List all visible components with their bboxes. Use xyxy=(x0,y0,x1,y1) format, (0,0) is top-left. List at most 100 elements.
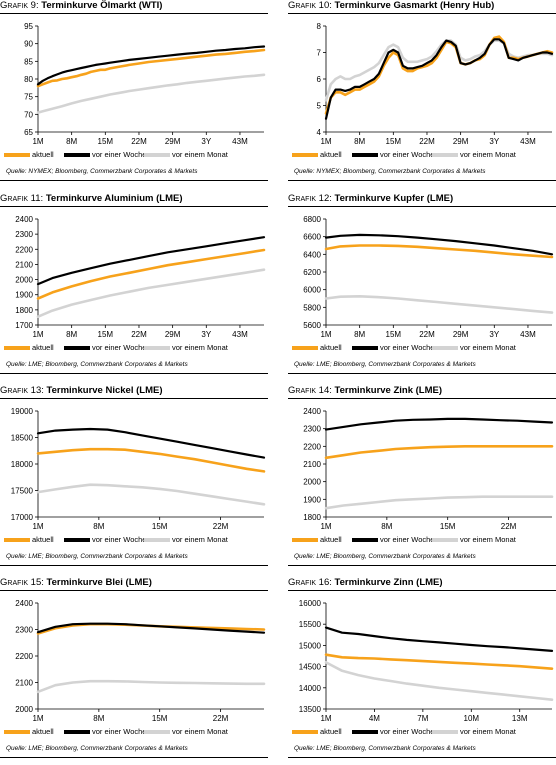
series-line-aktuell xyxy=(324,653,554,670)
y-tick-label: 15000 xyxy=(299,641,322,650)
chart-panel-5: Grafik 13: Terminkurve Nickel (LME) 17000… xyxy=(0,385,268,570)
y-tick-label: 6800 xyxy=(303,215,321,224)
x-tick-label: 15M xyxy=(98,330,114,339)
figure-name: Terminkurve Blei (LME) xyxy=(46,577,152,588)
y-tick-label: 70 xyxy=(24,110,33,119)
legend-label: vor einer Woche xyxy=(380,535,435,544)
y-tick-label: 80 xyxy=(24,75,33,84)
x-tick-label: 13M xyxy=(512,714,528,723)
y-tick-label: 95 xyxy=(24,22,33,31)
y-tick-label: 7 xyxy=(317,49,322,58)
series-line-woche xyxy=(36,45,266,86)
chart-legend: aktuell vor einer Woche vor einem Monat xyxy=(292,727,556,739)
series-line-woche xyxy=(36,622,266,634)
legend-swatch xyxy=(144,538,170,543)
figure-number: 10: xyxy=(318,0,332,11)
y-tick-label: 14000 xyxy=(299,684,322,693)
x-tick-label: 22M xyxy=(501,522,517,531)
figure-name: Terminkurve Zink (LME) xyxy=(334,385,443,396)
bottom-rule xyxy=(0,180,268,181)
x-tick-label: 1M xyxy=(32,714,43,723)
x-tick-label: 29M xyxy=(453,330,469,339)
figure-prefix: Grafik xyxy=(0,0,29,11)
chart-title: Grafik 13: Terminkurve Nickel (LME) xyxy=(0,385,162,396)
legend-label: vor einer Woche xyxy=(380,343,435,352)
y-tick-label: 1800 xyxy=(15,306,33,315)
x-tick-label: 1M xyxy=(320,137,331,146)
legend-swatch xyxy=(4,153,30,158)
series-line-monat xyxy=(324,495,554,510)
y-tick-label: 6000 xyxy=(303,286,321,295)
x-tick-label: 43M xyxy=(232,137,248,146)
legend-swatch xyxy=(64,538,90,543)
x-tick-label: 29M xyxy=(165,137,181,146)
x-tick-label: 8M xyxy=(354,330,365,339)
chart-legend: aktuell vor einer Woche vor einem Monat xyxy=(4,727,268,739)
legend-item-monat: vor einem Monat xyxy=(144,535,228,544)
legend-item-monat: vor einem Monat xyxy=(432,150,516,159)
legend-item-woche: vor einer Woche xyxy=(352,727,434,736)
y-tick-label: 2000 xyxy=(15,705,33,714)
chart-title: Grafik 9: Terminkurve Ölmarkt (WTI) xyxy=(0,0,162,11)
y-tick-label: 75 xyxy=(24,93,33,102)
source-note: Quelle: LME; Bloomberg, Commerzbank Corp… xyxy=(6,361,188,368)
legend-item-monat: vor einem Monat xyxy=(432,535,516,544)
figure-prefix: Grafik xyxy=(0,193,29,204)
figure-prefix: Grafik xyxy=(0,385,29,396)
title-rule xyxy=(0,398,268,399)
legend-label: vor einem Monat xyxy=(460,343,516,352)
figure-name: Terminkurve Zinn (LME) xyxy=(334,577,443,588)
y-tick-label: 14500 xyxy=(299,663,322,672)
legend-label: vor einem Monat xyxy=(172,535,228,544)
legend-label: aktuell xyxy=(320,727,342,736)
legend-label: aktuell xyxy=(32,535,54,544)
legend-item-aktuell: aktuell xyxy=(292,727,342,736)
x-tick-label: 43M xyxy=(232,330,248,339)
legend-swatch xyxy=(64,153,90,158)
chart-panel-1: Grafik 9: Terminkurve Ölmarkt (WTI) 65 70 7… xyxy=(0,0,268,185)
legend-label: aktuell xyxy=(320,150,342,159)
y-tick-label: 2400 xyxy=(303,407,321,416)
legend-item-aktuell: aktuell xyxy=(4,343,54,352)
y-tick-label: 2100 xyxy=(15,679,33,688)
legend-swatch xyxy=(292,153,318,158)
x-tick-label: 15M xyxy=(152,714,168,723)
x-tick-label: 1M xyxy=(320,714,331,723)
line-chart: 1700 1800 1900 2000 2100 2200 2300 2400 1M 8M 15M 2… xyxy=(15,215,266,339)
series-line-monat xyxy=(324,295,554,314)
x-tick-label: 43M xyxy=(520,137,536,146)
figure-number: 16: xyxy=(318,577,332,588)
y-tick-label: 2300 xyxy=(303,425,321,434)
figure-number: 13: xyxy=(30,385,44,396)
legend-swatch xyxy=(292,538,318,543)
title-rule xyxy=(288,590,556,591)
legend-label: vor einer Woche xyxy=(92,535,147,544)
y-tick-label: 2100 xyxy=(15,260,33,269)
x-tick-label: 8M xyxy=(381,522,392,531)
line-chart: 5600 5800 6000 6200 6400 6600 6800 1M 8M 15M 22M 29… xyxy=(303,215,554,339)
x-tick-label: 15M xyxy=(98,137,114,146)
x-tick-label: 1M xyxy=(320,522,331,531)
x-tick-label: 15M xyxy=(152,522,168,531)
legend-swatch xyxy=(432,538,458,543)
chart-legend: aktuell vor einer Woche vor einem Monat xyxy=(4,535,268,547)
series-line-woche xyxy=(36,427,266,459)
legend-swatch xyxy=(292,346,318,351)
source-note: Quelle: NYMEX; Bloomberg, Commerzbank Co… xyxy=(294,168,486,175)
chart-title: Grafik 14: Terminkurve Zink (LME) xyxy=(288,385,442,396)
series-line-aktuell xyxy=(324,444,554,460)
series-line-aktuell xyxy=(36,48,266,88)
bottom-rule xyxy=(0,565,268,566)
x-tick-label: 8M xyxy=(93,522,104,531)
bottom-rule xyxy=(0,757,268,758)
figure-prefix: Grafik xyxy=(0,577,29,588)
series-line-aktuell xyxy=(36,447,266,473)
x-tick-label: 8M xyxy=(354,137,365,146)
chart-panel-8: Grafik 16: Terminkurve Zinn (LME) 13500 14… xyxy=(288,577,556,762)
y-tick-label: 2200 xyxy=(303,442,321,451)
y-tick-label: 6 xyxy=(317,75,322,84)
figure-number: 15: xyxy=(30,577,44,588)
y-tick-label: 2100 xyxy=(303,460,321,469)
y-tick-label: 2000 xyxy=(303,478,321,487)
y-tick-label: 18000 xyxy=(11,460,34,469)
